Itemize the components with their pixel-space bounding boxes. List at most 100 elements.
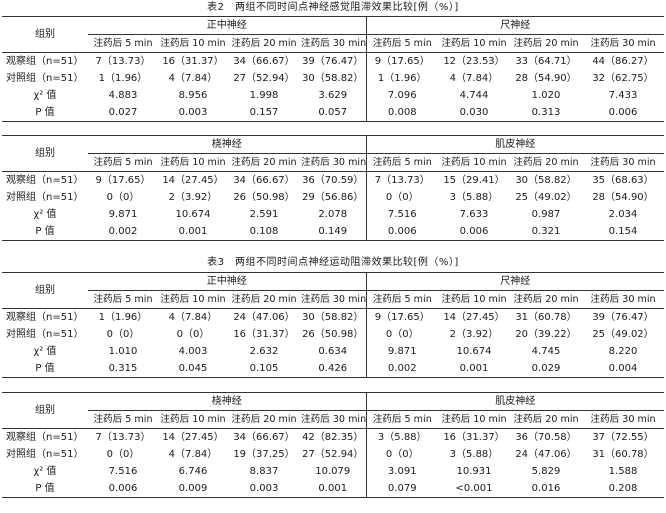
table-row: 观察组（n=51） 1（1.96） 4（7.84） 24（47.06） 30（5… (2, 308, 664, 326)
table-cell: 2.034 (608, 209, 638, 220)
time-header: 注药后 30 min (582, 34, 664, 53)
table-cell: 0.001 (158, 223, 228, 241)
nerve-header: 正中神经 (88, 16, 366, 35)
table-row: P 值 0.002 0.001 0.108 0.149 0.006 0.006 … (2, 223, 664, 241)
table-cell: 3.091 (365, 463, 438, 480)
time-header: 注药后 30 min (582, 290, 664, 309)
table-row: 观察组（n=51） 9（17.65） 14（27.45） 34（66.67） 3… (2, 171, 664, 189)
table-cell: 4.744 (459, 90, 489, 101)
time-header: 注药后 30 min (300, 153, 366, 172)
time-header: 注药后 10 min (438, 290, 510, 309)
table-cell: 35（68.63） (592, 175, 654, 186)
table-cell: 6.746 (178, 466, 208, 477)
table-row: P 值 0.315 0.045 0.105 0.426 0.002 0.001 … (2, 360, 664, 378)
table-row: 对照组（n=51） 0（0） 0（0） 16（31.37） 26（50.98） … (2, 326, 664, 343)
nerve-header: 肌皮神经 (365, 392, 664, 411)
table-cell: 36（70.58） (515, 432, 577, 443)
table-cell: 0.634 (318, 346, 348, 357)
table-cell: 0.027 (88, 104, 158, 122)
table-cell: 0.030 (438, 104, 510, 122)
table-row: χ² 值 7.516 6.746 8.837 10.079 3.091 10.9… (2, 463, 664, 480)
row-label: 对照组（n=51） (6, 192, 84, 203)
time-header: 注药后 5 min (365, 410, 438, 429)
nerve-header: 桡神经 (88, 392, 366, 411)
table-cell: 0.001 (300, 480, 366, 498)
table-cell: 0.029 (510, 360, 582, 378)
time-header: 注药后 30 min (300, 290, 366, 309)
time-header: 注药后 30 min (582, 153, 664, 172)
table-cell: 7（13.73） (365, 171, 438, 189)
row-label: P 值 (2, 360, 88, 378)
table-cell: 1.998 (249, 90, 279, 101)
table-cell: 37（72.55） (592, 432, 654, 443)
time-header: 注药后 5 min (88, 34, 158, 53)
table-cell: 20（39.22） (515, 329, 577, 340)
table-cell: 25（49.02） (592, 329, 654, 340)
table-cell: 4.003 (178, 346, 208, 357)
time-header: 注药后 30 min (582, 410, 664, 429)
time-header: 注药后 10 min (158, 34, 228, 53)
table-cell: 0.149 (300, 223, 366, 241)
table-cell: 0.105 (228, 360, 300, 378)
table-cell: 14（27.45） (162, 432, 224, 443)
table-cell: 2（3.92） (168, 192, 218, 203)
table-cell: 0（0） (106, 329, 140, 340)
time-header: 注药后 20 min (510, 290, 582, 309)
table-cell: 4（7.84） (168, 312, 218, 323)
time-header: 注药后 5 min (365, 34, 438, 53)
table-cell: 2.632 (249, 346, 279, 357)
table-cell: 7（13.73） (95, 432, 151, 443)
table-cell: 0.003 (158, 104, 228, 122)
table-cell: 12（23.53） (443, 56, 505, 67)
table-cell: 0.079 (365, 480, 438, 498)
table-cell: 7.096 (365, 87, 438, 104)
table-cell: 0（0） (106, 192, 140, 203)
table-row: 对照组（n=51） 0（0） 2（3.92） 26（50.98） 29（56.8… (2, 189, 664, 206)
table-cell: 3（5.88） (449, 192, 499, 203)
time-header: 注药后 20 min (510, 34, 582, 53)
table-cell: 0（0） (176, 329, 210, 340)
row-label: χ² 值 (33, 466, 57, 477)
table-cell: 1.020 (531, 90, 561, 101)
table-row: χ² 值 4.883 8.956 1.998 3.629 7.096 4.744… (2, 87, 664, 104)
time-header: 注药后 10 min (438, 410, 510, 429)
row-label: 对照组（n=51） (6, 329, 84, 340)
time-header: 注药后 20 min (228, 290, 300, 309)
table-cell: 27（52.94） (233, 73, 295, 84)
time-header: 注药后 10 min (438, 34, 510, 53)
table-row: P 值 0.027 0.003 0.157 0.057 0.008 0.030 … (2, 104, 664, 122)
table-cell: 0.006 (365, 223, 438, 241)
nerve-header: 正中神经 (88, 272, 366, 291)
row-label: 观察组（n=51） (6, 56, 84, 67)
table-cell: 0（0） (365, 326, 438, 343)
table-cell: 0.426 (300, 360, 366, 378)
table-cell: 7.433 (608, 90, 638, 101)
table3-panel-1: 组别 正中神经 尺神经 注药后 5 min 注药后 10 min 注药后 20 … (2, 272, 664, 378)
time-header: 注药后 5 min (88, 153, 158, 172)
group-header: 组别 (2, 16, 88, 53)
table-cell: 7（13.73） (95, 56, 151, 67)
table-cell: 10.674 (456, 346, 492, 357)
time-header: 注药后 20 min (228, 410, 300, 429)
table-cell: 0.002 (365, 360, 438, 378)
table-cell: 0.008 (365, 104, 438, 122)
row-label: P 值 (2, 480, 88, 498)
table-cell: 0.154 (582, 223, 664, 241)
table-cell: 9.871 (108, 209, 138, 220)
table-cell: 34（66.67） (233, 432, 295, 443)
table-cell: <0.001 (438, 480, 510, 498)
time-header: 注药后 20 min (510, 410, 582, 429)
table-cell: 0.003 (228, 480, 300, 498)
time-header: 注药后 5 min (88, 410, 158, 429)
table-cell: 0.321 (510, 223, 582, 241)
table-cell: 44（86.27） (592, 56, 654, 67)
table-cell: 3（5.88） (365, 428, 438, 446)
table-cell: 0.315 (88, 360, 158, 378)
table-cell: 0（0） (365, 446, 438, 463)
table-cell: 42（82.35） (302, 432, 364, 443)
row-label: P 值 (2, 104, 88, 122)
table-cell: 25（49.02） (515, 192, 577, 203)
table-cell: 9（17.65） (365, 52, 438, 70)
row-label: χ² 值 (33, 209, 57, 220)
table-cell: 28（54.90） (515, 73, 577, 84)
